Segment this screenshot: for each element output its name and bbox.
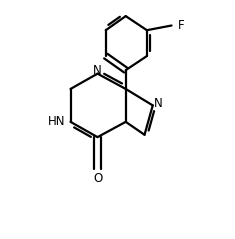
Text: HN: HN (48, 115, 65, 128)
Text: O: O (93, 172, 102, 185)
Text: N: N (93, 64, 102, 77)
Text: N: N (153, 97, 162, 110)
Text: F: F (178, 19, 185, 32)
